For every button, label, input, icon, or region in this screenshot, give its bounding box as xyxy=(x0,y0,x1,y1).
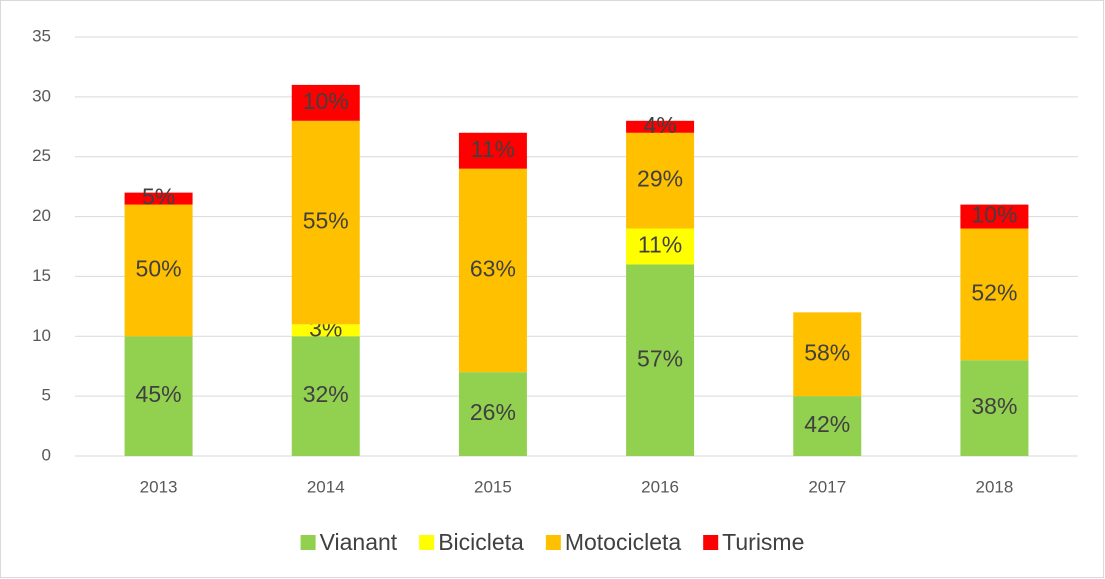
x-tick-label: 2015 xyxy=(474,477,512,496)
legend-swatch xyxy=(419,535,435,550)
x-tick-label: 2013 xyxy=(140,477,178,496)
legend-swatch xyxy=(703,535,719,550)
y-tick-label: 15 xyxy=(32,266,51,285)
x-tick-label: 2018 xyxy=(976,477,1014,496)
bar-segment xyxy=(458,372,527,456)
legend-label: Bicicleta xyxy=(438,529,524,555)
bar-segment xyxy=(960,204,1029,229)
data-label: 26% xyxy=(470,399,516,425)
data-label: 55% xyxy=(303,208,349,234)
bar-segment xyxy=(458,132,527,169)
bar-segment xyxy=(626,228,695,265)
bar-segment xyxy=(960,360,1029,456)
y-tick-label: 0 xyxy=(42,445,51,464)
x-tick-label: 2017 xyxy=(808,477,846,496)
data-label: 29% xyxy=(637,166,683,192)
bar-segment xyxy=(793,396,862,456)
bar-segment xyxy=(291,84,360,121)
y-tick-label: 25 xyxy=(32,146,51,165)
y-tick-label: 35 xyxy=(32,26,51,45)
data-label: 38% xyxy=(971,393,1017,419)
data-label: 32% xyxy=(303,381,349,407)
data-label: 50% xyxy=(136,256,182,282)
x-tick-label: 2016 xyxy=(641,477,679,496)
bar-segment xyxy=(626,132,695,229)
data-label: 11% xyxy=(471,136,515,162)
legend-label: Vianant xyxy=(320,529,398,555)
data-label: 58% xyxy=(804,339,850,365)
bar-segment xyxy=(124,204,193,337)
bar-segment xyxy=(960,228,1029,361)
bar-segment xyxy=(291,120,360,325)
legend-label: Motocicleta xyxy=(565,529,682,555)
bar-segment xyxy=(458,168,527,373)
legend-label: Turisme xyxy=(722,529,804,555)
x-tick-label: 2014 xyxy=(307,477,345,496)
y-tick-label: 30 xyxy=(32,86,51,105)
data-label: 63% xyxy=(470,256,516,282)
bar-segment xyxy=(626,120,695,133)
y-tick-label: 10 xyxy=(32,326,51,345)
bar-segment xyxy=(124,192,193,205)
bar-segment xyxy=(291,336,360,456)
data-label: 45% xyxy=(136,381,182,407)
data-label: 4% xyxy=(643,112,676,138)
data-label: 5% xyxy=(142,184,175,210)
data-label: 57% xyxy=(637,345,683,371)
bar-segment xyxy=(124,336,193,456)
data-label: 11% xyxy=(638,232,682,258)
bar-segment xyxy=(793,312,862,397)
bar-segment xyxy=(291,324,360,337)
data-label: 10% xyxy=(303,88,349,114)
legend-swatch xyxy=(545,535,561,550)
data-label: 10% xyxy=(971,202,1017,228)
y-tick-label: 5 xyxy=(42,386,51,405)
y-tick-label: 20 xyxy=(32,206,51,225)
legend-swatch xyxy=(300,535,316,550)
bar-segment xyxy=(626,264,695,456)
data-label: 42% xyxy=(804,411,850,437)
data-label: 52% xyxy=(971,279,1017,305)
